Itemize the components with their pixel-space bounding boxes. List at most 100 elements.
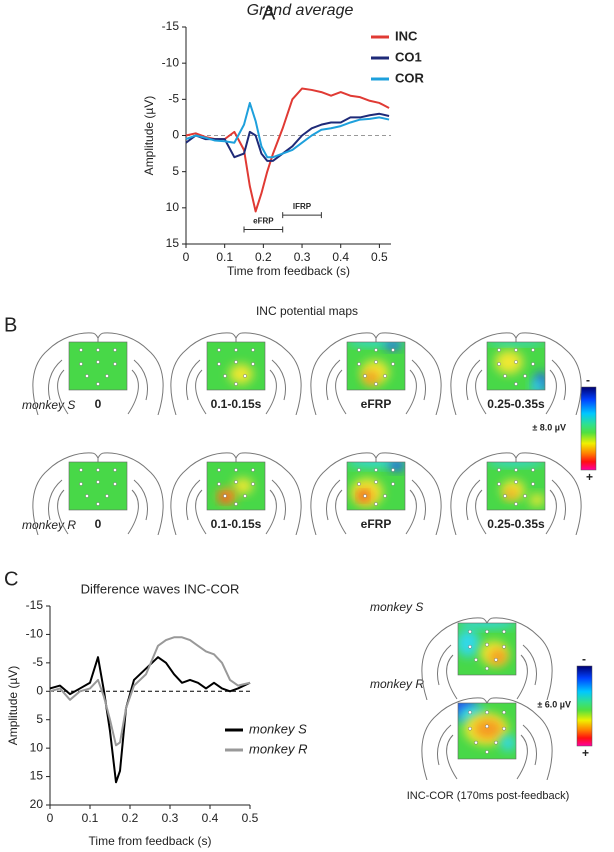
x-tick-label: 0.5 <box>242 811 259 825</box>
colorbar-label: + <box>582 746 589 760</box>
y-tick-label: -5 <box>32 655 43 669</box>
colorbar-label: + <box>586 470 593 484</box>
electrode <box>485 724 489 729</box>
panel-label: A <box>262 2 276 24</box>
electrode <box>523 374 527 378</box>
electrode <box>494 658 498 662</box>
chart-title: Grand average <box>247 2 354 19</box>
electrode <box>497 468 501 472</box>
y-tick-label: -10 <box>26 627 44 641</box>
head-map <box>171 453 301 535</box>
electrode <box>234 468 238 472</box>
colorbar <box>576 665 593 747</box>
electrode <box>497 482 501 486</box>
x-tick-label: 0.1 <box>216 250 233 264</box>
map-blob <box>489 649 507 665</box>
electrode <box>531 468 535 472</box>
map-blob <box>220 494 230 502</box>
map-field <box>347 342 405 390</box>
electrode <box>531 348 535 352</box>
electrode <box>96 502 100 506</box>
map-blob <box>458 623 516 628</box>
electrode <box>502 629 506 634</box>
y-tick-label: -15 <box>162 19 180 33</box>
map-label: 0 <box>95 397 102 411</box>
x-tick-label: 0 <box>47 811 54 825</box>
x-tick-label: 0.5 <box>371 250 388 264</box>
head-map <box>33 453 163 535</box>
x-axis-label: Time from feedback (s) <box>89 834 212 848</box>
electrode <box>503 374 507 378</box>
map-blob <box>474 719 502 739</box>
y-tick-label: 20 <box>30 797 44 811</box>
electrode <box>391 468 395 472</box>
panel-label: C <box>4 568 18 590</box>
electrode <box>223 374 227 378</box>
electrode <box>113 362 117 366</box>
electrode <box>374 360 378 364</box>
electrode <box>357 362 361 366</box>
electrode <box>96 468 100 472</box>
y-tick-label: -5 <box>168 92 179 106</box>
electrode <box>502 710 506 715</box>
electrode <box>391 362 395 366</box>
electrode <box>503 494 507 498</box>
electrode <box>523 494 527 498</box>
map-label: 0.1-0.15s <box>211 517 262 531</box>
electrode <box>105 494 109 498</box>
electrode <box>96 360 100 364</box>
legend-label: COR <box>395 70 425 85</box>
y-tick-label: 15 <box>30 769 44 783</box>
head-map <box>422 695 552 780</box>
electrode <box>96 382 100 386</box>
electrode <box>531 482 535 486</box>
map-field <box>458 623 516 675</box>
map-border <box>68 461 128 511</box>
electrode <box>468 726 472 731</box>
legend-label: monkey R <box>249 741 308 756</box>
electrode <box>217 482 221 486</box>
y-tick-label: 10 <box>166 200 180 214</box>
electrode <box>383 374 387 378</box>
electrode <box>514 480 518 484</box>
electrode <box>468 645 472 649</box>
colorbar-label: - <box>586 373 590 387</box>
row-label: monkey R <box>370 677 424 691</box>
y-tick-label: 10 <box>30 740 44 754</box>
colorbar-label: - <box>582 652 586 666</box>
y-tick-label: 5 <box>172 164 179 178</box>
electrode <box>383 494 387 498</box>
electrode <box>113 482 117 486</box>
x-tick-label: 0 <box>183 250 190 264</box>
electrode <box>391 348 395 352</box>
electrode <box>531 362 535 366</box>
y-axis-label: Amplitude (µV) <box>6 666 20 746</box>
series-line <box>49 656 251 784</box>
electrode <box>502 645 506 649</box>
electrode <box>514 348 518 352</box>
y-tick-label: -10 <box>162 55 180 69</box>
map-border <box>486 341 546 391</box>
annotation: lFRP <box>293 202 312 211</box>
electrode <box>223 494 227 498</box>
electrode <box>234 382 238 386</box>
annotation: eFRP <box>253 217 274 226</box>
y-tick-label: 5 <box>36 712 43 726</box>
electrode <box>243 374 247 378</box>
electrode <box>497 348 501 352</box>
series-line <box>49 636 251 747</box>
map-label: 0 <box>95 517 102 531</box>
bracket <box>282 212 322 219</box>
electrode <box>494 740 498 745</box>
map-field <box>458 703 516 759</box>
electrode <box>96 348 100 352</box>
y-tick-label: 0 <box>36 683 43 697</box>
electrode <box>374 348 378 352</box>
head-map <box>451 333 581 415</box>
electrode <box>514 502 518 506</box>
electrode <box>514 382 518 386</box>
map-blob <box>500 735 516 751</box>
map-blob <box>529 494 545 506</box>
electrode <box>485 666 489 671</box>
map-border <box>346 461 406 511</box>
